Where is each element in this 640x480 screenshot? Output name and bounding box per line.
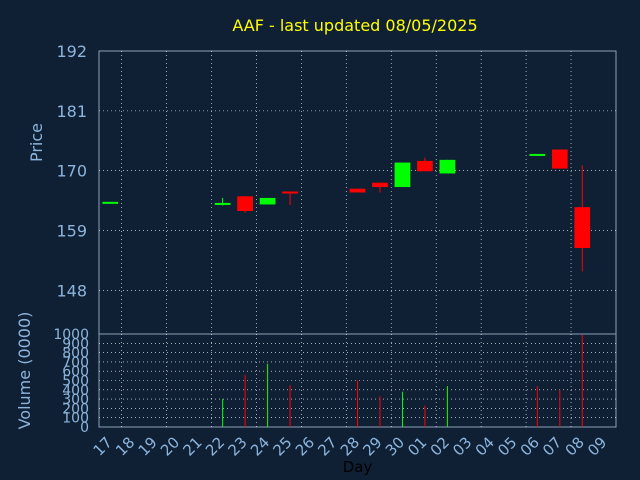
price-tick-label: 192: [56, 42, 87, 61]
chart-title: AAF - last updated 08/05/2025: [232, 16, 477, 35]
volume-tick-label: 200: [62, 401, 89, 417]
price-tick-label: 181: [56, 102, 87, 121]
candle-body: [551, 149, 568, 169]
candle-body: [529, 153, 546, 156]
price-axis-label: Price: [27, 123, 46, 162]
candle-body: [439, 159, 456, 174]
volume-tick-label: 100: [62, 411, 89, 427]
volume-tick-label: 400: [62, 383, 89, 399]
x-axis: 1718192021222324252627282930010203040506…: [90, 433, 611, 476]
price-tick-label: 170: [56, 162, 87, 181]
candle-body: [349, 188, 366, 193]
volume-tick-label: 700: [62, 355, 89, 371]
volume-tick-label: 0: [80, 420, 89, 436]
price-tick-label: 159: [56, 222, 87, 241]
price-panel: 148 159 170 181 192 Price: [27, 42, 617, 335]
volume-axis-label: Volume (0000): [15, 312, 34, 430]
price-tick-label: 148: [56, 281, 87, 300]
candle-body: [282, 191, 298, 194]
volume-tick-label: 300: [62, 392, 89, 408]
volume-tick-label: 800: [62, 346, 89, 362]
candle-body: [214, 202, 231, 205]
candle-body: [259, 197, 276, 205]
x-tick-label: 09: [584, 433, 610, 459]
candle-body: [417, 160, 433, 172]
candle-body: [237, 196, 253, 212]
volume-tick-label: 600: [62, 364, 89, 380]
candle-body: [372, 182, 388, 188]
volume-tick-label: 900: [62, 336, 89, 352]
candle-body: [394, 162, 411, 188]
x-axis-label: Day: [343, 458, 373, 476]
candle-body: [102, 201, 119, 204]
volume-tick-label: 500: [62, 374, 89, 390]
candle-body: [574, 207, 591, 249]
volume-tick-label: 1000: [53, 327, 89, 343]
